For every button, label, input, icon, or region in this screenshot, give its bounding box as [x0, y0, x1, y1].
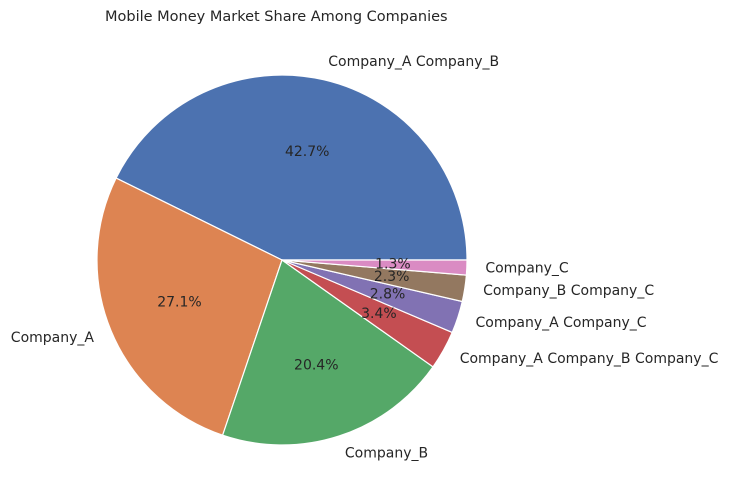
pie-slice	[221, 259, 434, 446]
pie-slice	[281, 259, 468, 276]
pie-slice	[96, 177, 283, 436]
value-label: 3.4%	[361, 306, 397, 322]
value-label: 20.4%	[294, 358, 338, 374]
pie-slice	[115, 74, 468, 261]
chart-title: Mobile Money Market Share Among Companie…	[105, 9, 448, 25]
value-label: 1.3%	[375, 257, 411, 273]
slice-label: Company_B Company_C	[483, 283, 654, 299]
value-label: 2.8%	[370, 286, 406, 302]
slice-label: Company_A Company_B	[328, 54, 499, 70]
slice-label: Company_C	[485, 260, 569, 276]
value-label: 42.7%	[285, 144, 329, 160]
slice-label: Company_A Company_B Company_C	[460, 351, 719, 367]
slice-label: Company_A Company_C	[476, 315, 647, 331]
value-label: 2.3%	[374, 269, 410, 285]
value-label: 27.1%	[157, 294, 201, 310]
slice-label: Company_B	[345, 446, 428, 462]
slice-label: Company_A	[11, 330, 95, 346]
